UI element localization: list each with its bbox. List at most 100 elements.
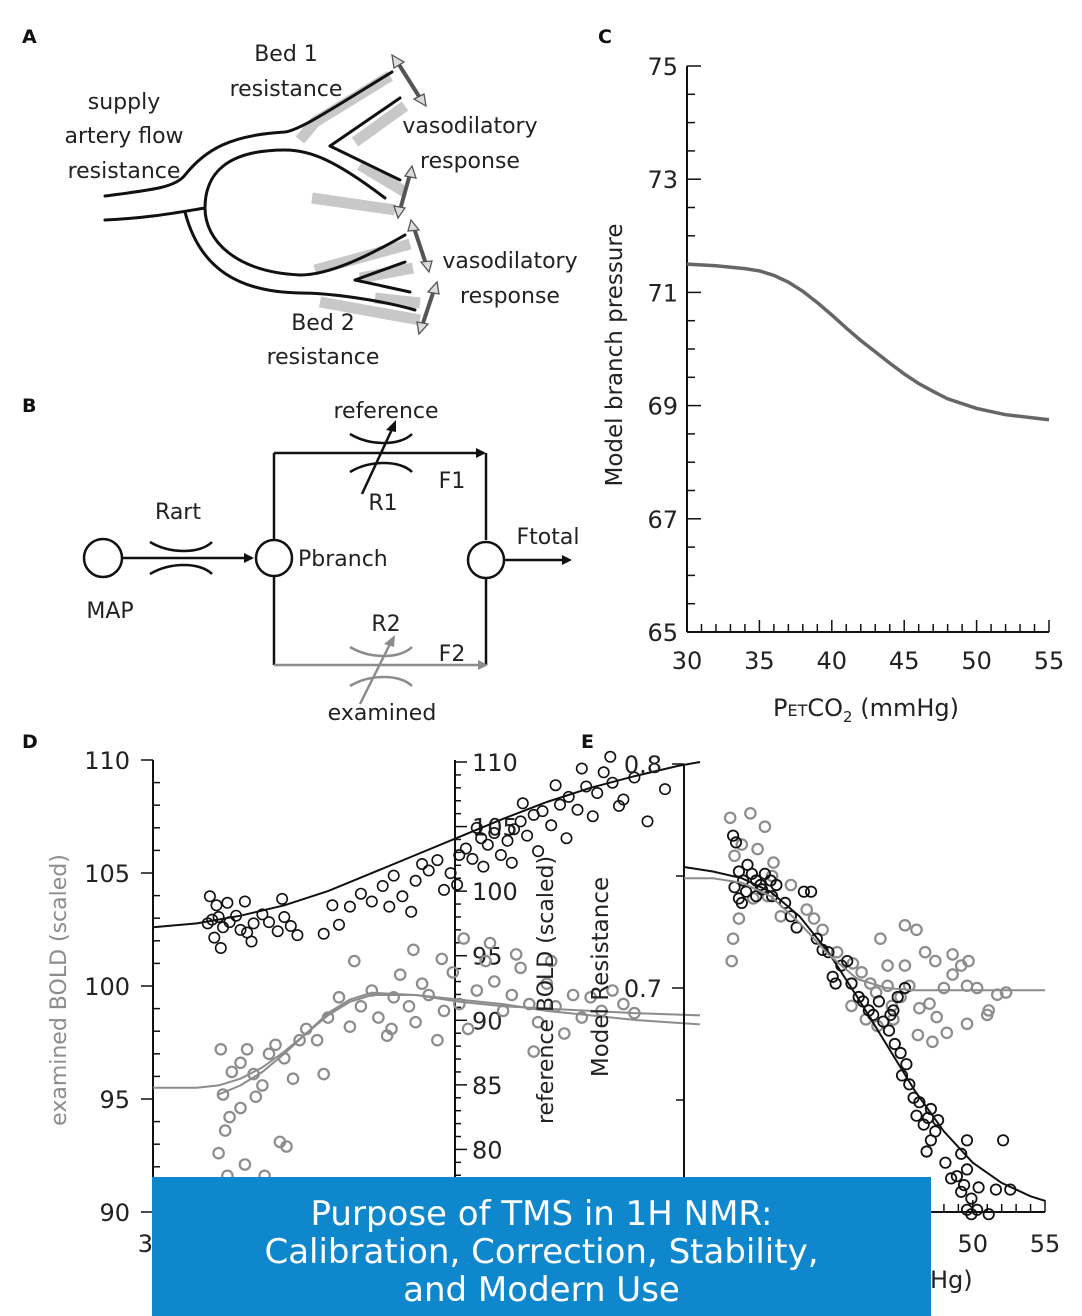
e-point-gray — [774, 909, 787, 923]
d-left-tick-label: 105 — [84, 860, 130, 888]
d-point-reference — [416, 857, 429, 870]
d-point-examined — [256, 1079, 269, 1092]
e-curve — [683, 866, 1046, 1202]
e-curves — [683, 866, 1046, 1202]
d-point-examined — [317, 1067, 330, 1081]
e-point-black — [900, 1058, 913, 1071]
e-point-gray — [728, 849, 741, 863]
d-curve — [152, 761, 701, 929]
e-point-black — [841, 954, 854, 968]
d-point-reference — [514, 815, 527, 828]
f2-label: F2 — [439, 642, 466, 667]
e-points — [723, 806, 1017, 1221]
d-point-reference — [571, 803, 584, 816]
d-point-examined — [479, 954, 492, 968]
double-arrow-icon — [391, 53, 427, 108]
d-point-examined — [262, 1047, 276, 1061]
d-point-examined — [437, 1004, 451, 1018]
e-point-gray — [800, 903, 813, 916]
e-point-gray — [767, 856, 780, 869]
d-point-examined — [218, 1124, 232, 1137]
d-point-examined — [446, 966, 460, 979]
d-point-examined — [269, 1038, 282, 1052]
d-point-examined — [393, 968, 407, 981]
d-point-reference — [481, 838, 494, 851]
d-point-reference — [278, 910, 291, 923]
d-point-reference — [376, 879, 389, 892]
e-point-black — [960, 1134, 974, 1147]
bed2-label-line1: Bed 2 — [291, 311, 355, 336]
circuit-arrowheads — [244, 420, 572, 565]
e-point-black — [944, 1172, 958, 1185]
e-point-gray — [816, 923, 829, 937]
c-x-tick-label: 40 — [817, 647, 848, 675]
d-point-examined — [457, 932, 470, 945]
d-point-reference — [641, 815, 654, 828]
d-point-examined — [514, 961, 527, 975]
d-point-reference — [549, 779, 562, 792]
d-right-axis-label: reference BOLD (scaled) — [534, 856, 559, 1124]
vaso1-label-line1: vasodilatory — [402, 114, 537, 139]
d-point-examined — [435, 952, 449, 966]
d-point-examined — [214, 1043, 228, 1056]
d-point-reference — [612, 799, 625, 812]
d-point-reference — [516, 797, 529, 810]
e-point-black — [960, 1203, 974, 1216]
d-point-reference — [238, 895, 251, 908]
circuit-nodes — [82, 537, 506, 580]
d-point-examined — [527, 1045, 540, 1058]
e-point-black — [887, 1004, 900, 1017]
e-point-gray — [746, 892, 760, 905]
d-point-examined — [216, 1088, 230, 1101]
e-x-tick-label: 50 — [958, 1230, 989, 1258]
d-point-examined — [332, 990, 346, 1004]
c-y-tick-label: 69 — [647, 393, 678, 421]
d-point-reference — [477, 860, 490, 873]
d-point-reference — [505, 856, 518, 869]
d-point-examined — [223, 1110, 236, 1124]
d-curve — [218, 991, 701, 1096]
double-arrow-icon — [393, 164, 417, 220]
d-point-reference — [431, 854, 444, 867]
d-point-reference — [396, 890, 409, 903]
e-point-black — [872, 995, 886, 1008]
d-point-reference — [459, 842, 472, 855]
e-point-black — [894, 1046, 907, 1060]
e-point-gray — [898, 918, 912, 932]
d-point-reference — [234, 923, 247, 936]
c-x-tick-label: 55 — [1034, 647, 1065, 675]
e-point-gray — [863, 977, 877, 990]
d-point-examined — [343, 1020, 357, 1033]
d-point-examined — [407, 943, 420, 957]
d-point-reference — [575, 762, 588, 775]
pbranch-label: Pbranch — [298, 547, 388, 572]
d-point-examined — [505, 988, 519, 1002]
e-point-black — [996, 1134, 1010, 1147]
e-point-black — [955, 1147, 968, 1160]
c-tick-labels: 65 67 69 71 73 75 30 35 40 45 50 55 — [647, 53, 1064, 675]
e-point-gray — [732, 912, 746, 925]
vaso1-label-line2: response — [420, 149, 520, 174]
d-point-reference — [208, 931, 221, 944]
e-point-black — [898, 981, 912, 995]
d-point-reference — [451, 878, 464, 891]
e-point-black — [955, 1185, 968, 1198]
d-left-tick-label: 90 — [99, 1199, 130, 1227]
panel-b: B — [22, 395, 579, 726]
examined-label: examined — [328, 701, 437, 726]
e-point-gray — [970, 981, 984, 995]
e-y-axis-label: Model Resistance — [588, 877, 614, 1077]
panel-letter-c: C — [598, 26, 612, 48]
d-point-reference — [212, 910, 225, 923]
d-point-reference — [591, 786, 604, 799]
d-point-examined — [540, 977, 554, 990]
d-point-reference — [387, 869, 400, 882]
d-point-reference — [409, 874, 422, 887]
d-point-examined — [234, 1101, 247, 1115]
e-point-black — [888, 1037, 901, 1051]
d-point-examined — [225, 1065, 239, 1079]
supply-label-line1: supply — [88, 90, 160, 115]
d-point-reference — [343, 900, 356, 913]
d-curve — [153, 994, 701, 1089]
